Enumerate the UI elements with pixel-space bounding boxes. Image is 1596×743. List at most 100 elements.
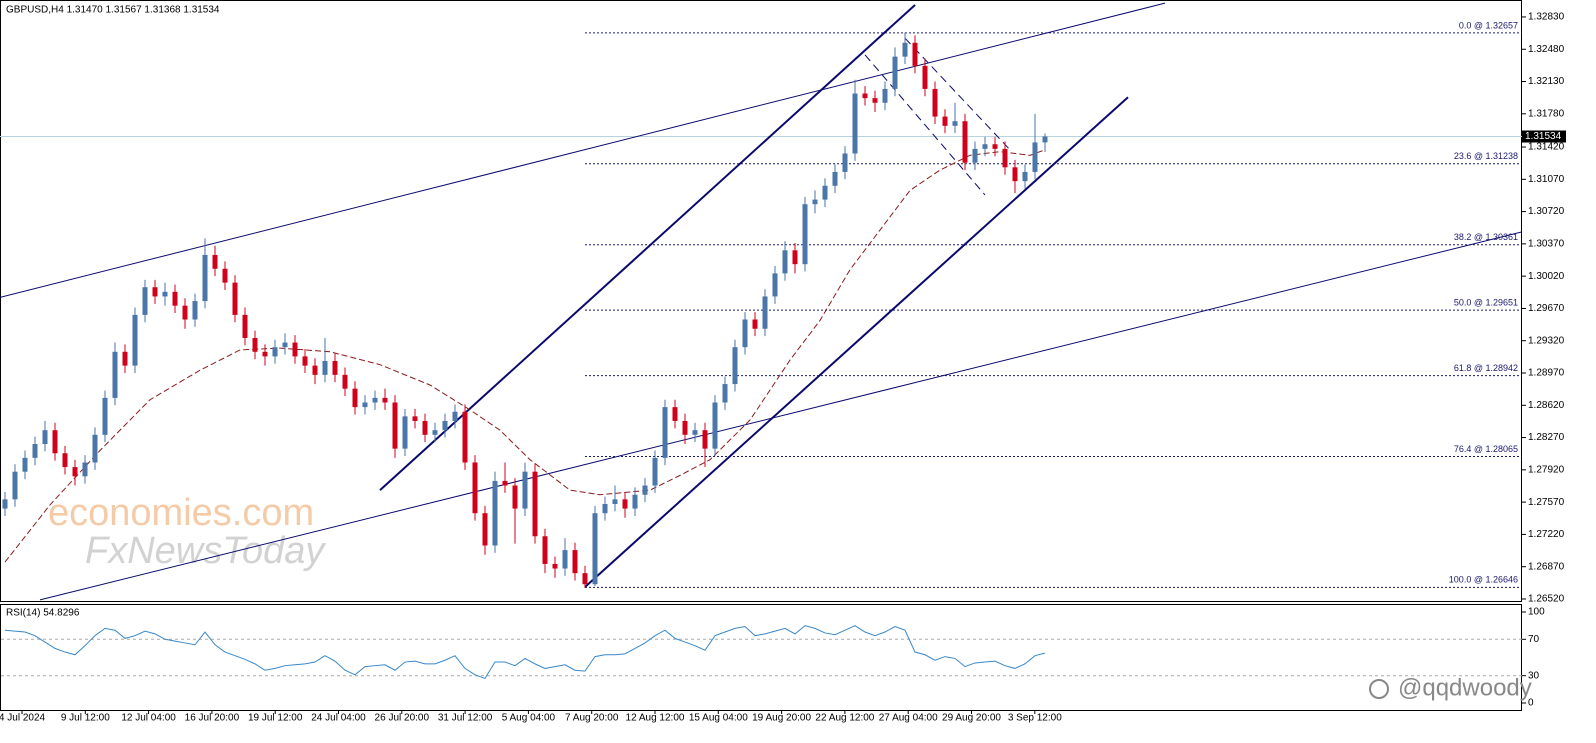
candle-body <box>112 351 118 398</box>
x-tick-label: 24 Jul 04:00 <box>311 713 366 724</box>
candle-body <box>382 397 388 403</box>
last-price-box <box>1522 130 1566 143</box>
candle-body <box>762 296 768 329</box>
candle-body <box>792 250 798 265</box>
candle-body <box>462 411 468 463</box>
candle-body <box>312 365 318 375</box>
candle-body <box>952 121 958 126</box>
y-tick-label: 1.27570 <box>1528 497 1565 508</box>
x-tick-label: 19 Aug 20:00 <box>752 713 811 724</box>
y-tick-label: 1.29320 <box>1528 335 1565 346</box>
candle-body <box>242 314 248 338</box>
candle-body <box>832 171 838 186</box>
candle-body <box>922 65 928 89</box>
candle-body <box>222 268 228 283</box>
candle-body <box>632 494 638 509</box>
candle-body <box>212 254 218 269</box>
candle-body <box>2 499 8 509</box>
candle-body <box>972 148 978 163</box>
candle-body <box>592 513 598 585</box>
candle-body <box>1022 171 1028 182</box>
candle-body <box>542 536 548 564</box>
trendline <box>39 231 1522 601</box>
trendline <box>584 96 1129 588</box>
rsi-title: RSI(14) 54.8296 <box>6 608 80 619</box>
y-tick-label: 1.28270 <box>1528 432 1565 443</box>
candle-body <box>682 420 688 435</box>
candle-body <box>572 550 578 574</box>
candle-body <box>332 361 338 375</box>
y-tick-label: 1.26520 <box>1528 594 1565 605</box>
candle-body <box>702 430 708 449</box>
candle-body <box>402 416 408 449</box>
candle-body <box>932 88 938 117</box>
y-tick-label: 1.27220 <box>1528 529 1565 540</box>
x-tick-label: 19 Jul 12:00 <box>248 713 303 724</box>
candle-body <box>882 88 888 103</box>
candle-body <box>1032 142 1038 172</box>
candle-body <box>522 471 528 509</box>
candle-body <box>412 416 418 421</box>
x-tick-label: 29 Aug 20:00 <box>942 713 1001 724</box>
price-plot: 0.0 @ 1.32657 23.6 @ 1.31238 38.2 @ 1.3036… <box>0 2 1522 601</box>
candle-body <box>82 462 88 477</box>
rsi-tick-label: 70 <box>1528 634 1540 645</box>
candle-body <box>562 550 568 569</box>
watermark: @qqdwoody <box>1398 674 1532 701</box>
candle-body <box>782 250 788 274</box>
fib-label: 76.4 @ 1.28065 <box>1454 444 1518 454</box>
candle-body <box>392 402 398 449</box>
y-tick-label: 1.28970 <box>1528 368 1565 379</box>
candle-body <box>602 503 608 514</box>
candle-body <box>742 319 748 348</box>
candle-body <box>722 384 728 403</box>
rsi-tick-label: 100 <box>1528 607 1545 618</box>
fib-label: 38.2 @ 1.30361 <box>1454 232 1518 242</box>
watermark: economies.com <box>48 492 314 534</box>
candle-body <box>672 407 678 421</box>
candle-body <box>912 42 918 66</box>
candle-body <box>532 471 538 537</box>
candle-body <box>902 42 908 57</box>
candle-body <box>892 56 898 89</box>
rsi-tick-label: 0 <box>1528 698 1534 709</box>
candle-body <box>1002 148 1008 168</box>
candle-body <box>502 480 508 486</box>
candle-body <box>642 485 648 495</box>
fib-label: 0.0 @ 1.32657 <box>1459 20 1518 30</box>
fib-label: 50.0 @ 1.29651 <box>1454 298 1518 308</box>
y-tick-label: 1.26870 <box>1528 561 1565 572</box>
candle-body <box>192 301 198 320</box>
x-tick-label: 26 Jul 20:00 <box>375 713 430 724</box>
candle-body <box>622 499 628 509</box>
candle-body <box>852 93 858 154</box>
x-tick-label: 4 Jul 2024 <box>0 713 46 724</box>
candle-body <box>362 402 368 408</box>
candle-body <box>422 420 428 435</box>
candle-body <box>772 273 778 297</box>
fib-label: 23.6 @ 1.31238 <box>1454 151 1518 161</box>
candle-body <box>822 185 828 200</box>
watermark: FxNewsToday <box>85 530 326 572</box>
trendline <box>0 2 1166 298</box>
candle-body <box>752 319 758 329</box>
fib-label: 61.8 @ 1.28942 <box>1454 363 1518 373</box>
candle-body <box>552 563 558 569</box>
candle-body <box>662 407 668 458</box>
candle-body <box>472 462 478 514</box>
last-price-label: 1.31534 <box>1525 131 1562 142</box>
candle-body <box>482 513 488 546</box>
y-tick-label: 1.30370 <box>1528 239 1565 250</box>
x-tick-label: 31 Jul 12:00 <box>438 713 493 724</box>
candle-body <box>72 467 78 477</box>
candle-body <box>442 420 448 431</box>
candle-body <box>42 430 48 445</box>
candle-body <box>872 98 878 103</box>
y-tick-label: 1.30720 <box>1528 206 1565 217</box>
candle-body <box>732 347 738 385</box>
x-tick-label: 7 Aug 20:00 <box>565 713 619 724</box>
trendline <box>864 54 986 196</box>
x-tick-label: 16 Jul 20:00 <box>185 713 240 724</box>
candle-body <box>692 430 698 435</box>
